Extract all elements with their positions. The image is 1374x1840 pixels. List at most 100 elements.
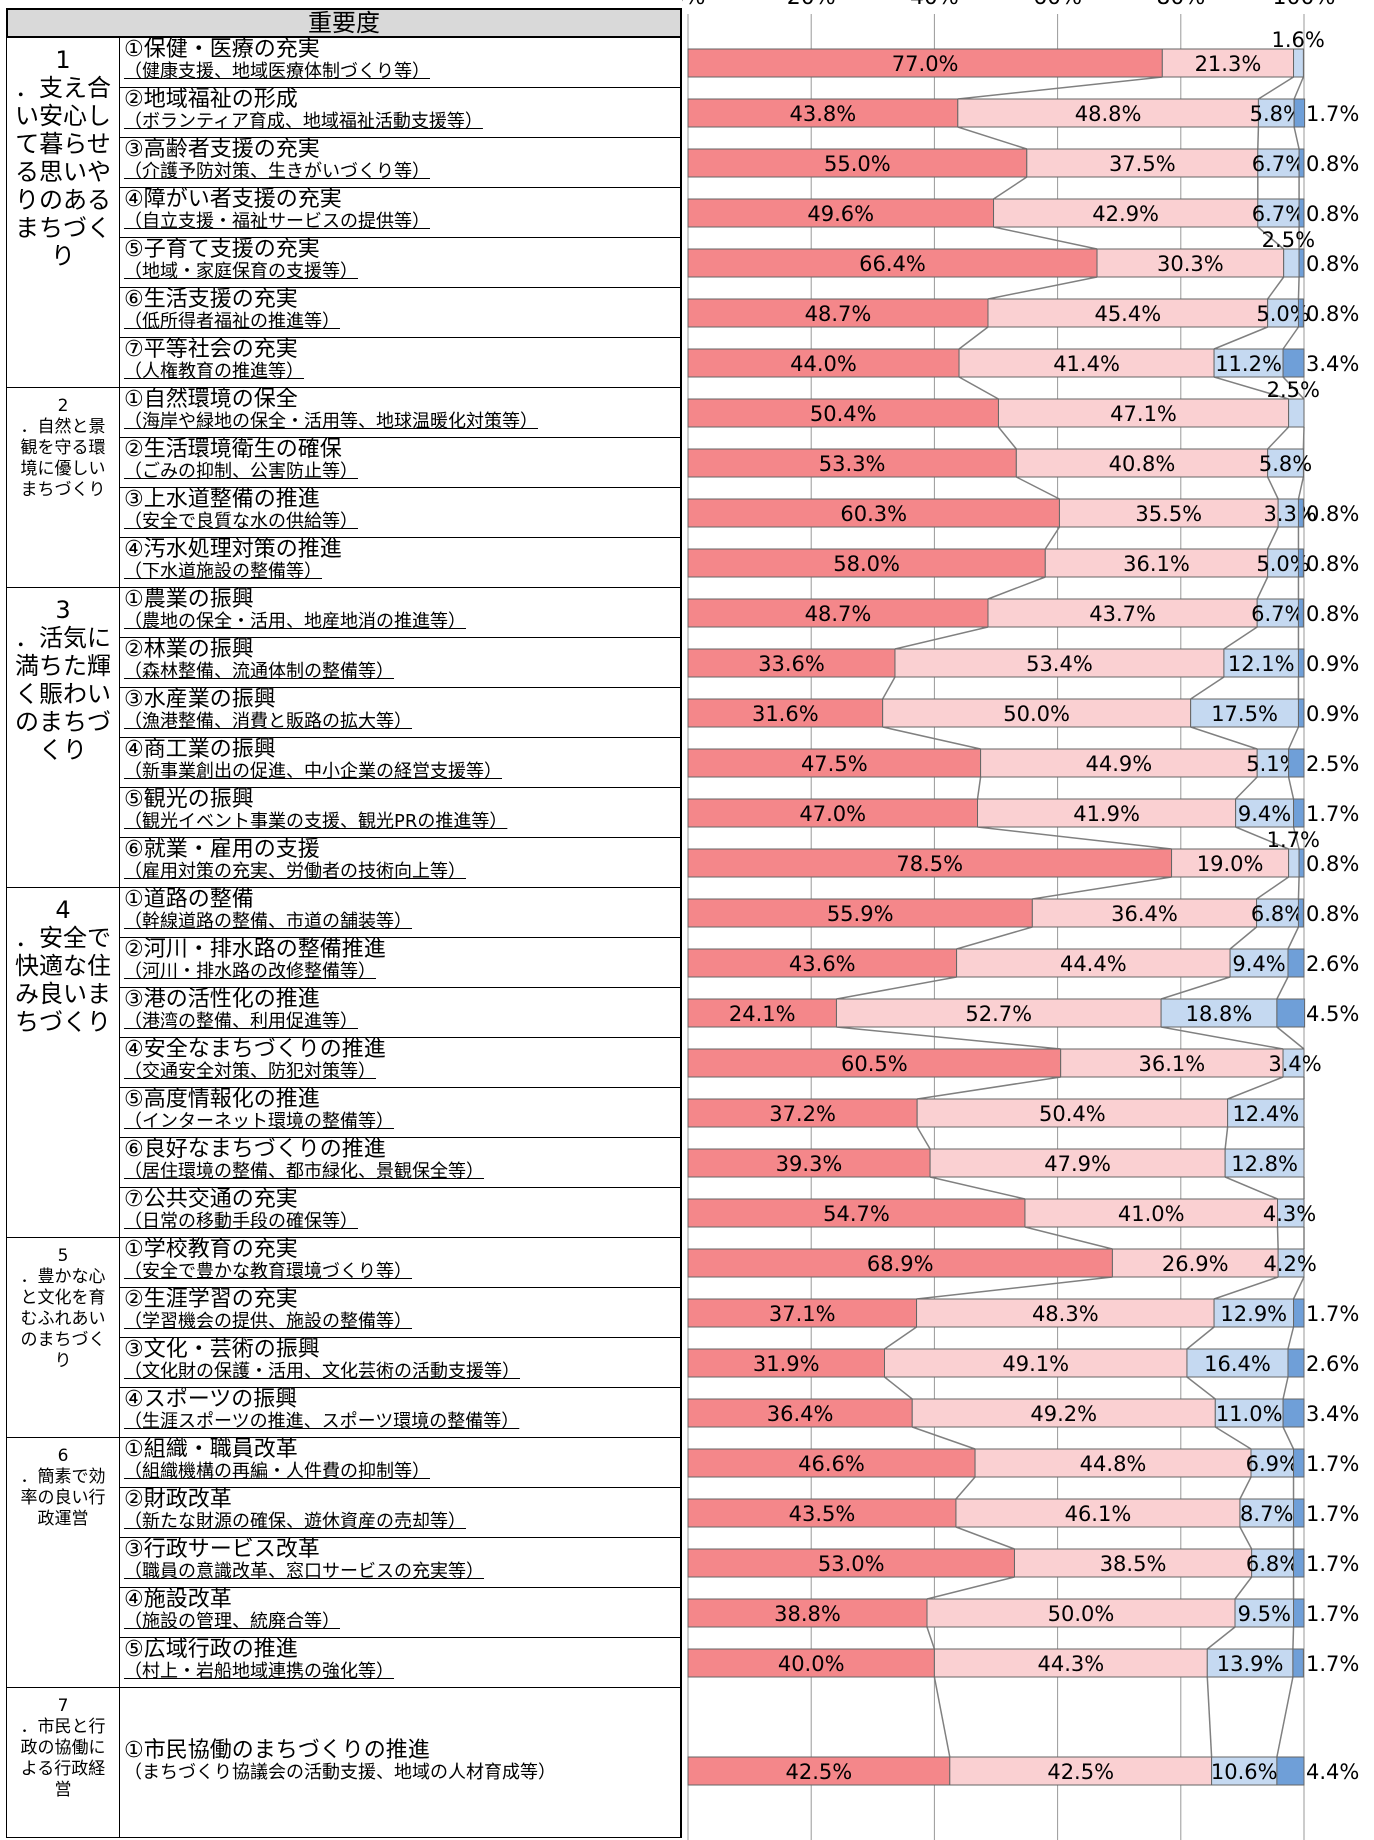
data-label: 50.4% — [1039, 1102, 1106, 1126]
bar-segment — [1060, 1048, 1284, 1078]
series-connector — [1276, 976, 1289, 1000]
item-title: ①農業の振興 — [124, 588, 254, 612]
series-connector — [1287, 726, 1300, 750]
item-title: ⑤子育て支援の充実 — [124, 238, 320, 262]
bar-segment — [687, 548, 1046, 578]
bar-segment — [1287, 948, 1305, 978]
item-subtitle: （文化財の保護・活用、文化芸術の活動支援等） — [124, 1361, 520, 1382]
category-number: 3 — [55, 596, 71, 624]
bar-segment — [1227, 1098, 1305, 1128]
series-connector — [1266, 476, 1279, 500]
bar-segment — [1257, 198, 1300, 228]
data-label: 47.0% — [799, 802, 866, 826]
bar-segment — [687, 498, 1060, 528]
bar-segment — [1297, 598, 1304, 628]
bar-segment — [1282, 1398, 1305, 1428]
data-label: 18.8% — [1186, 1002, 1253, 1026]
data-label: 2.5% — [1306, 752, 1359, 776]
bar-segment — [911, 1398, 1216, 1428]
series-connector — [1223, 626, 1258, 650]
data-label: 44.9% — [1086, 752, 1153, 776]
bar-segment — [1024, 1198, 1279, 1228]
data-label: 10.6% — [1211, 1760, 1278, 1784]
bar-segment — [1186, 1348, 1289, 1378]
bar-segment — [958, 348, 1215, 378]
bar-segment — [1234, 1598, 1295, 1628]
item-title: ⑤観光の振興 — [124, 788, 254, 812]
item-cell: ⑥良好なまちづくりの推進 （居住環境の整備、都市緑化、景観保全等） — [120, 1138, 682, 1188]
series-connector — [882, 676, 896, 700]
series-connector — [1267, 426, 1290, 450]
data-label: 49.2% — [1030, 1402, 1097, 1426]
series-connector — [1160, 976, 1231, 1000]
data-label: 66.4% — [859, 252, 926, 276]
data-label: 33.6% — [758, 652, 825, 676]
category-cell-6: 6 ．簡素で効率の良い行政運営 — [6, 1438, 120, 1688]
series-connector — [1015, 476, 1060, 500]
series-connector — [1266, 526, 1279, 550]
bar-segment — [687, 1398, 913, 1428]
data-label: 0.8% — [1306, 152, 1359, 176]
item-subtitle: （安全で豊かな教育環境づくり等） — [124, 1261, 412, 1282]
data-label: 53.3% — [819, 452, 886, 476]
bar-segment — [687, 1498, 957, 1528]
series-connector — [1293, 126, 1300, 150]
data-label: 8.7% — [1240, 1502, 1293, 1526]
bar-segment — [687, 1448, 976, 1478]
item-cell: ②河川・排水路の整備推進 （河川・排水路の改修整備等） — [120, 938, 682, 988]
item-subtitle: （農地の保全・活用、地産地消の推進等） — [124, 611, 466, 632]
item-subtitle: （インターネット環境の整備等） — [124, 1111, 394, 1132]
bar-segment — [929, 1148, 1226, 1178]
bar-segment — [1277, 1198, 1305, 1228]
item-cell: ⑦公共交通の充実 （日常の移動手段の確保等） — [120, 1188, 682, 1238]
series-connector — [1292, 1276, 1305, 1300]
category-name: ．市民と行政の協働による行政経営 — [20, 1717, 106, 1800]
category-name: ．豊かな心と文化を育むふれあいのまちづくり — [20, 1267, 106, 1371]
item-subtitle: （ボランティア育成、地域福祉活動支援等） — [124, 111, 483, 132]
data-label: 11.0% — [1216, 1402, 1283, 1426]
series-connector — [836, 1026, 1061, 1050]
data-label: 44.3% — [1037, 1652, 1104, 1676]
item-cell: ⑤広域行政の推進 （村上・岩船地域連携の強化等） — [120, 1638, 682, 1688]
item-cell: ③高齢者支援の充実 （介護予防対策、生きがいづくり等） — [120, 138, 682, 188]
series-connector — [987, 276, 1098, 300]
item-title: ③港の活性化の推進 — [124, 988, 320, 1012]
item-title: ⑦公共交通の充実 — [124, 1188, 298, 1212]
data-label: 35.5% — [1135, 502, 1202, 526]
data-label: 55.9% — [827, 902, 894, 926]
data-label: 6.7% — [1252, 202, 1305, 226]
category-number: 5 — [57, 1246, 69, 1266]
bar-segment — [916, 1298, 1215, 1328]
item-cell: ②財政改革 （新たな財源の確保、遊休資産の売却等） — [120, 1488, 682, 1538]
bar-segment — [1235, 798, 1295, 828]
series-connector — [926, 1626, 936, 1650]
item-subtitle: （海岸や緑地の保全・活用等、地球温暖化対策等） — [124, 411, 538, 432]
item-title: ④汚水処理対策の推進 — [124, 538, 342, 562]
item-cell: ①市民協働のまちづくりの推進 （まちづくり協議会の活動支援、地域の人材育成等） — [120, 1688, 682, 1838]
series-connector — [1239, 1476, 1252, 1500]
bar-segment — [1298, 148, 1305, 178]
bar-segment — [1277, 1248, 1305, 1278]
item-subtitle: （低所得者福祉の推進等） — [124, 311, 340, 332]
data-label: 6.7% — [1252, 152, 1305, 176]
item-title: ④安全なまちづくりの推進 — [124, 1038, 386, 1062]
data-label: 12.9% — [1220, 1302, 1287, 1326]
data-label: 0.8% — [1306, 902, 1359, 926]
item-title: ①組織・職員改革 — [124, 1438, 298, 1462]
bar-segment — [997, 398, 1290, 428]
item-subtitle: （交通安全対策、防犯対策等） — [124, 1061, 376, 1082]
category-name: ．支え合い安心して暮らせる思いやりのあるまちづくり — [15, 74, 111, 270]
data-label: 47.1% — [1110, 402, 1177, 426]
bar-segment — [687, 698, 884, 728]
data-label: 36.4% — [1111, 902, 1178, 926]
bar-segment — [1298, 848, 1305, 878]
series-connector — [1297, 476, 1305, 500]
item-cell: ①道路の整備 （幹線道路の整備、市道の舗装等） — [120, 888, 682, 938]
data-label: 12.1% — [1228, 652, 1295, 676]
data-label: 42.9% — [1092, 202, 1159, 226]
series-connector — [1032, 876, 1172, 900]
item-title: ②林業の振興 — [124, 638, 254, 662]
data-label: 4.5% — [1306, 1002, 1359, 1026]
data-label: 47.9% — [1044, 1152, 1111, 1176]
data-label: 39.3% — [776, 1152, 843, 1176]
